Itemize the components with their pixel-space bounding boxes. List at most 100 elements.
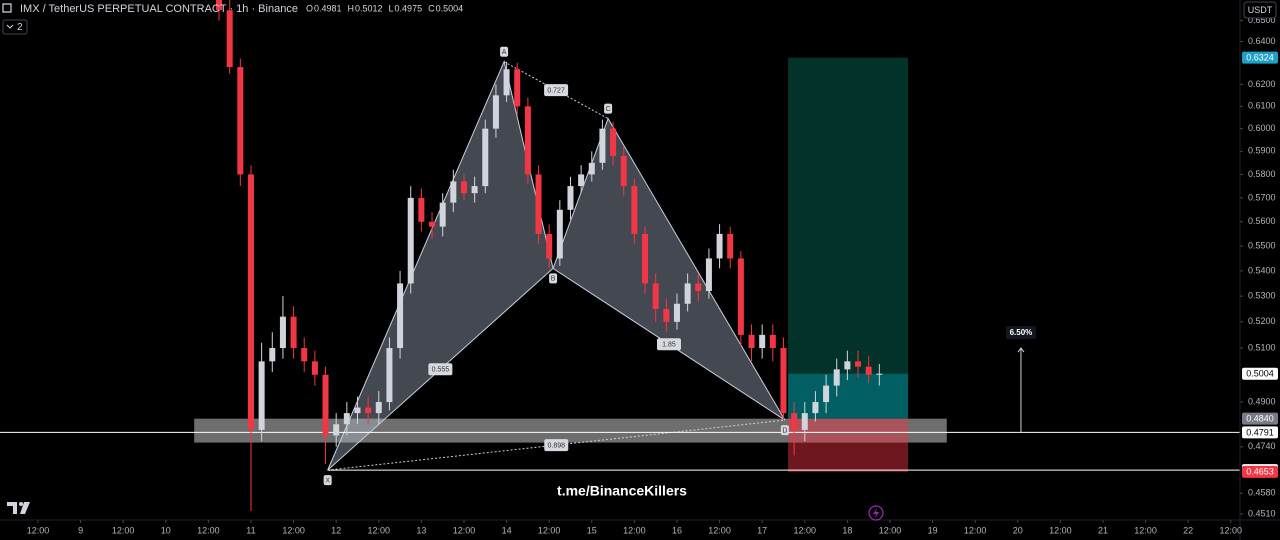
time-axis: 12:00 9 12:00 10 12:00 11 12:00 12 12:00 13 12:00 1… bbox=[27, 520, 1242, 535]
pattern-point-bg bbox=[500, 46, 509, 57]
candle-body bbox=[663, 308, 670, 322]
ratio-label: 0.898 bbox=[548, 442, 566, 449]
x-tick-label: 12:00 bbox=[964, 525, 987, 535]
pattern-point-bg bbox=[549, 273, 558, 284]
pattern-point-label: B bbox=[551, 276, 556, 283]
candle-body bbox=[460, 181, 467, 194]
candle-body bbox=[503, 69, 510, 96]
price-tag: 0.6324 bbox=[1246, 53, 1274, 63]
currency-button[interactable] bbox=[1243, 1, 1277, 19]
price-tag-bg bbox=[1242, 412, 1278, 425]
candle-body bbox=[247, 174, 254, 430]
candle-body bbox=[237, 67, 244, 175]
candle-body bbox=[397, 283, 404, 349]
plot-area: 0.555 0.727 1.85 0.898 X A B C D 6.50% bbox=[0, 0, 1240, 512]
candle-body bbox=[705, 258, 712, 292]
candle-body bbox=[642, 233, 649, 284]
x-tick-label: 9 bbox=[78, 525, 83, 535]
y-tick-label: 0.4900 bbox=[1248, 396, 1276, 406]
chart-title: IMX / TetherUS PERPETUAL CONTRACT · 1h ·… bbox=[20, 3, 298, 15]
measure-arrowhead bbox=[1017, 347, 1025, 353]
ohlc-value: 0.4975 bbox=[395, 3, 423, 13]
pattern-point-label: C bbox=[606, 106, 611, 113]
pattern-point-label: X bbox=[325, 477, 330, 484]
ohlc-key: O bbox=[306, 3, 313, 13]
candle-body bbox=[301, 348, 308, 362]
x-tick-label: 12:00 bbox=[623, 525, 646, 535]
candle-body bbox=[780, 348, 787, 414]
candle-body bbox=[620, 155, 627, 187]
candle-body bbox=[365, 407, 372, 414]
watermark: t.me/BinanceKillers bbox=[557, 483, 687, 499]
candle-body bbox=[354, 407, 361, 414]
indicator-toggle[interactable] bbox=[2, 19, 28, 35]
candle-body bbox=[535, 174, 542, 234]
x-tick-label: 15 bbox=[587, 525, 597, 535]
candle-body bbox=[556, 209, 563, 259]
x-tick-label: 11 bbox=[246, 525, 255, 535]
price-tag: 0.4653 bbox=[1246, 467, 1274, 477]
candle-body bbox=[588, 162, 595, 175]
y-tick-label: 0.6400 bbox=[1248, 36, 1276, 46]
tradingview-logo bbox=[7, 502, 30, 514]
x-tick-label: 12:00 bbox=[708, 525, 731, 535]
stop-zone bbox=[788, 418, 909, 472]
x-tick-label: 22 bbox=[1183, 525, 1193, 535]
ratio-label-bg bbox=[428, 363, 453, 376]
x-tick-label: 12:00 bbox=[27, 525, 50, 535]
x-tick-label: 12:00 bbox=[197, 525, 220, 535]
price-axis: 0.6500 0.6400 0.6200 0.6100 0.6000 0.5900 0.58… bbox=[1240, 15, 1278, 518]
candle-body bbox=[492, 95, 499, 129]
price-tag: 0.4791 bbox=[1246, 427, 1274, 437]
x-tick-label: 12:00 bbox=[453, 525, 476, 535]
ratio-label-bg bbox=[656, 338, 681, 351]
logo-part bbox=[20, 502, 30, 514]
ratio-label: 1.85 bbox=[662, 342, 676, 349]
y-tick-label: 0.5400 bbox=[1248, 265, 1276, 275]
candle-body bbox=[769, 334, 776, 349]
price-tag-bg bbox=[1242, 367, 1278, 380]
ohlc-value: 0.5012 bbox=[355, 3, 383, 13]
alert-icon[interactable] bbox=[868, 505, 884, 521]
candle-body bbox=[524, 106, 531, 175]
y-tick-label: 0.5600 bbox=[1248, 216, 1276, 226]
x-tick-label: 12:00 bbox=[538, 525, 561, 535]
candle-body bbox=[269, 348, 276, 362]
candle-body bbox=[546, 233, 553, 259]
candle-body bbox=[407, 197, 414, 284]
x-tick-label: 16 bbox=[672, 525, 682, 535]
ohlc-value: 0.4981 bbox=[314, 3, 342, 13]
x-tick-label: 12 bbox=[331, 525, 341, 535]
candle-body bbox=[652, 283, 659, 309]
logo-part bbox=[7, 502, 17, 514]
y-tick-label: 0.4740 bbox=[1248, 441, 1276, 451]
logo-part bbox=[19, 502, 23, 506]
y-tick-label: 0.5900 bbox=[1248, 146, 1276, 156]
y-tick-label: 0.4580 bbox=[1248, 488, 1276, 498]
alert-bolt bbox=[873, 508, 879, 518]
x-tick-label: 12:00 bbox=[1220, 525, 1243, 535]
candle-body bbox=[375, 402, 382, 414]
y-tick-label: 0.5100 bbox=[1248, 342, 1276, 352]
ratio-label-bg bbox=[544, 84, 569, 97]
pattern-point-bg bbox=[780, 425, 789, 436]
candle-body bbox=[450, 181, 457, 203]
pattern-point-label: A bbox=[502, 49, 507, 56]
candle-body bbox=[599, 128, 606, 163]
price-tag-bg bbox=[1242, 465, 1278, 478]
pattern-point-label: D bbox=[782, 427, 787, 434]
ratio-label-bg bbox=[544, 439, 569, 452]
x-tick-label: 12:00 bbox=[112, 525, 135, 535]
candle-body bbox=[855, 361, 862, 367]
pattern-point-bg bbox=[604, 103, 613, 114]
candle-body bbox=[279, 316, 286, 349]
measure-label: 6.50% bbox=[1010, 328, 1033, 337]
candle-body bbox=[343, 413, 350, 425]
candle-body bbox=[695, 283, 702, 292]
ohlc-value: 0.5004 bbox=[436, 3, 464, 13]
x-tick-label: 12:00 bbox=[879, 525, 902, 535]
header: IMX / TetherUS PERPETUAL CONTRACT · 1h ·… bbox=[2, 3, 298, 35]
x-tick-label: 17 bbox=[757, 525, 767, 535]
ratio-label: 0.727 bbox=[547, 87, 565, 94]
